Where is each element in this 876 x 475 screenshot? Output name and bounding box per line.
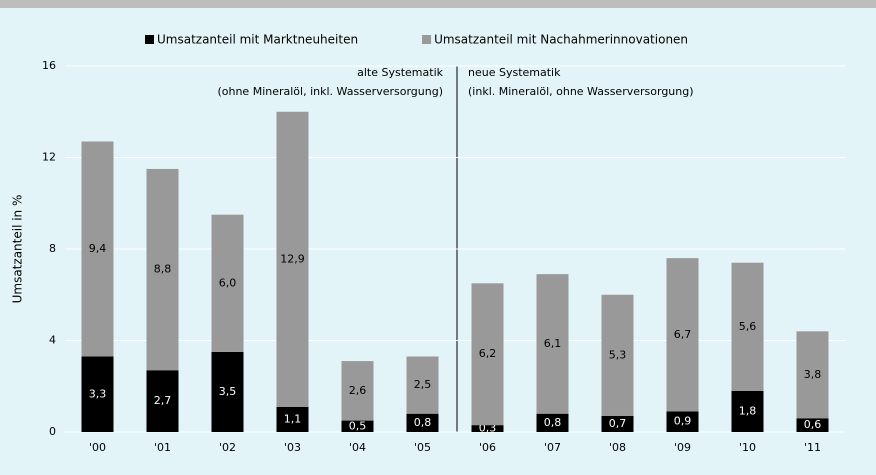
value-label: 8,8 <box>154 263 172 276</box>
value-label: 6,2 <box>479 347 497 360</box>
x-tick-label: '08 <box>609 441 626 454</box>
legend-swatch <box>422 35 432 44</box>
bar-segment <box>731 262 764 391</box>
value-label: 6,7 <box>674 328 692 341</box>
x-tick-label: '07 <box>544 441 561 454</box>
value-label: 3,8 <box>804 368 822 381</box>
x-tick-label: '05 <box>414 441 431 454</box>
value-label: 9,4 <box>89 242 107 255</box>
value-label: 1,8 <box>739 404 757 417</box>
value-label: 0,6 <box>804 418 822 431</box>
bar-segment <box>81 141 114 357</box>
bar-segment <box>731 390 764 432</box>
annotation: neue Systematik <box>468 66 561 79</box>
bar-segment <box>146 370 179 432</box>
bar-segment <box>406 413 439 432</box>
x-tick-label: '01 <box>154 441 171 454</box>
bar-segment <box>146 168 179 371</box>
value-label: 5,3 <box>609 348 627 361</box>
x-tick-label: '06 <box>479 441 496 454</box>
x-tick-label: '02 <box>219 441 236 454</box>
bar-segment <box>536 274 569 414</box>
bar-segment <box>276 406 309 432</box>
value-label: 0,9 <box>674 415 692 428</box>
y-axis-label: Umsatzanteil in % <box>11 195 25 304</box>
value-label: 6,1 <box>544 337 562 350</box>
value-label: 2,7 <box>154 394 172 407</box>
value-label: 2,6 <box>349 384 367 397</box>
value-label: 0,7 <box>609 417 627 430</box>
value-label: 1,1 <box>284 412 302 425</box>
bar-segment <box>211 214 244 352</box>
top-band <box>0 0 876 8</box>
x-tick-label: '00 <box>89 441 106 454</box>
bar-segment <box>471 425 504 432</box>
y-tick-label: 0 <box>49 425 56 438</box>
value-label: 3,3 <box>89 387 107 400</box>
y-tick-label: 4 <box>49 334 56 347</box>
bar-segment <box>341 361 374 421</box>
x-tick-label: '09 <box>674 441 691 454</box>
x-tick-label: '11 <box>804 441 821 454</box>
value-label: 3,5 <box>219 385 237 398</box>
bar-segment <box>211 351 244 432</box>
value-label: 0,8 <box>544 416 562 429</box>
value-label: 0,8 <box>414 416 432 429</box>
legend-label: Umsatzanteil mit Marktneuheiten <box>157 33 358 47</box>
legend-label: Umsatzanteil mit Nachahmerinnovationen <box>434 33 688 47</box>
annotation: (inkl. Mineralöl, ohne Wasserversorgung) <box>468 85 694 98</box>
bar-segment <box>796 418 829 432</box>
annotation: (ohne Mineralöl, inkl. Wasserversorgung) <box>217 85 443 98</box>
bar-segment <box>276 111 309 407</box>
bar-segment <box>601 294 634 416</box>
bar-segment <box>341 420 374 432</box>
annotation: alte Systematik <box>357 66 444 79</box>
value-label: 6,0 <box>219 276 237 289</box>
value-label: 5,6 <box>739 320 757 333</box>
value-label: 0,5 <box>349 419 367 432</box>
bar-segment <box>471 283 504 426</box>
bar-segment <box>796 331 829 419</box>
bar-segment <box>601 415 634 432</box>
bar-segment <box>536 413 569 432</box>
bar-segment <box>666 411 699 432</box>
bar-segment <box>406 356 439 414</box>
legend-swatch <box>145 35 154 44</box>
x-tick-label: '10 <box>739 441 756 454</box>
bar-segment <box>81 356 114 432</box>
bar-segment <box>666 258 699 412</box>
y-tick-label: 12 <box>42 151 56 164</box>
y-tick-label: 16 <box>42 59 56 72</box>
x-tick-label: '04 <box>349 441 366 454</box>
y-tick-label: 8 <box>49 242 56 255</box>
x-tick-label: '03 <box>284 441 301 454</box>
value-label: 12,9 <box>280 252 305 265</box>
value-label: 2,5 <box>414 378 432 391</box>
